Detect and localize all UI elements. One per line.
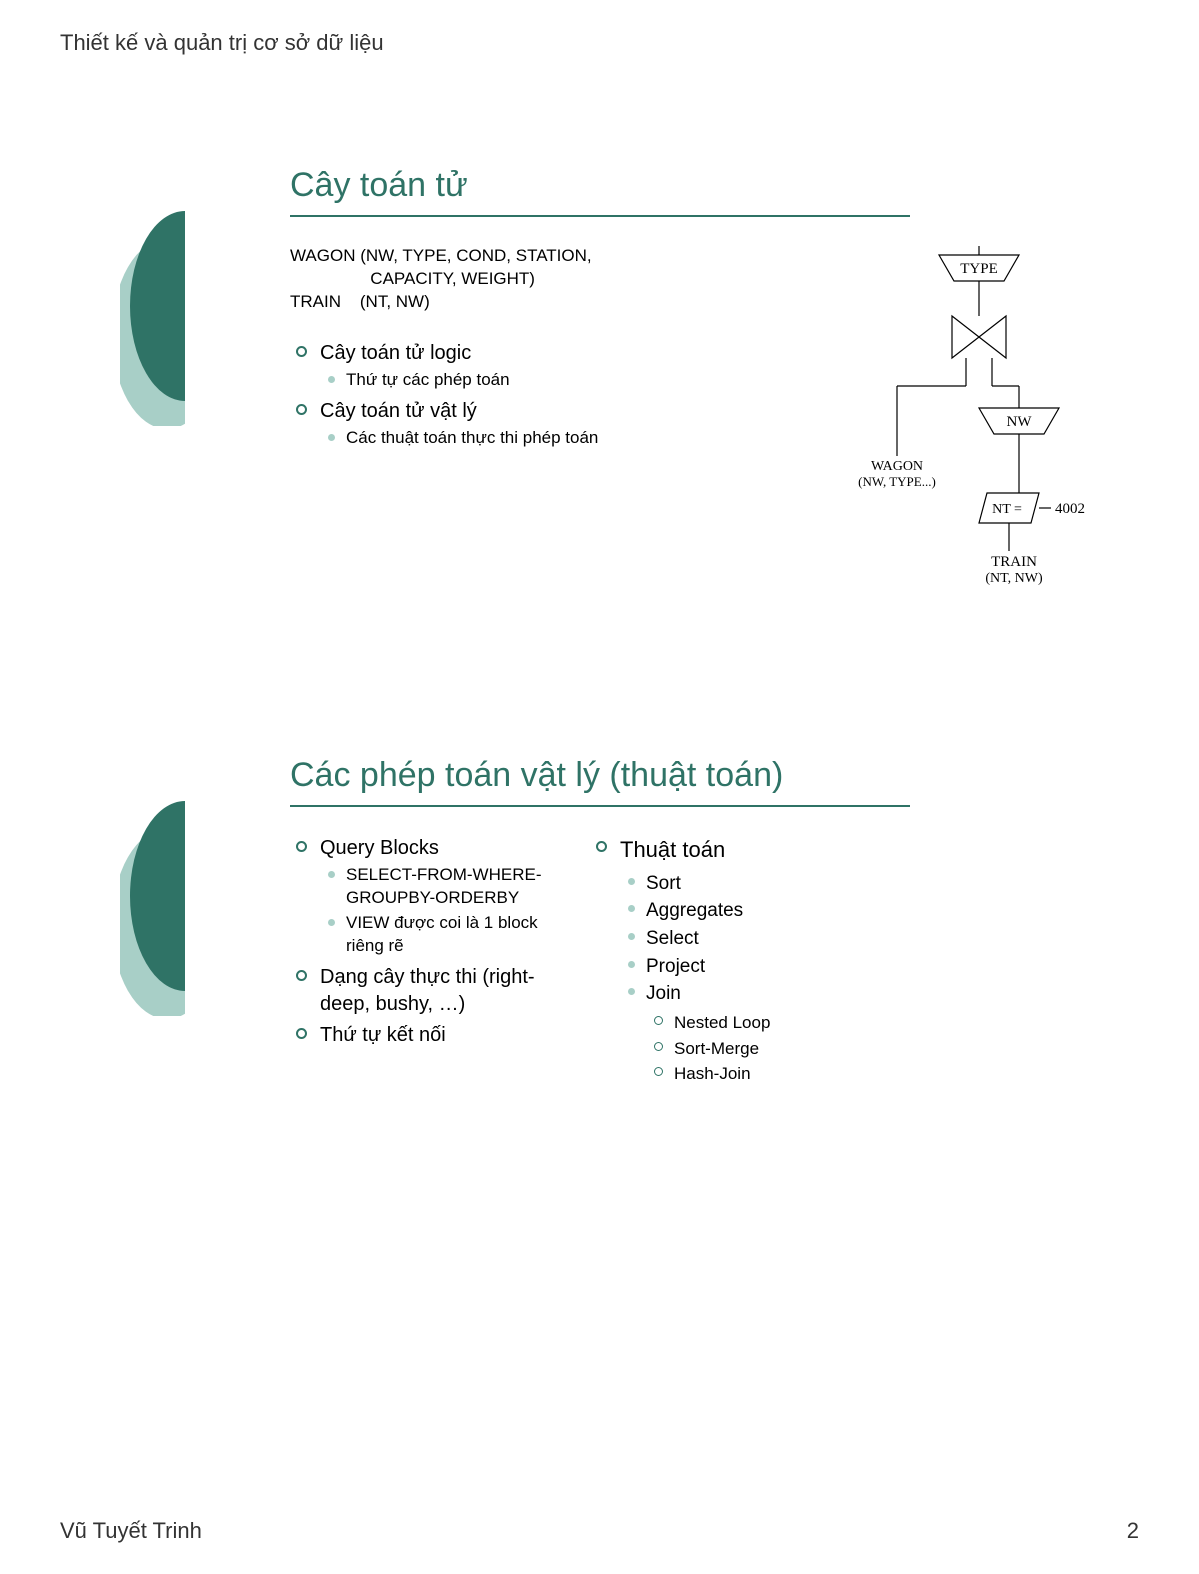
list-subitem-label: Join <box>646 983 681 1004</box>
list-subsubitem: Hash-Join <box>650 1062 1139 1086</box>
page: Thiết kế và quản trị cơ sở dữ liệu Cây t… <box>0 0 1199 1574</box>
diagram-label-train-2: (NT, NW) <box>985 571 1043 586</box>
list-subitem: SELECT-FROM-WHERE-GROUPBY-ORDERBY <box>320 864 550 910</box>
list-subitem: Sort <box>620 871 1139 897</box>
slide-1-list: Cây toán tử logic Thứ tự các phép toán C… <box>290 340 630 450</box>
diagram-label-val: 4002 <box>1055 501 1085 517</box>
list-subsubitem: Nested Loop <box>650 1011 1139 1035</box>
diagram-label-train-1: TRAIN <box>991 554 1037 570</box>
slide-1-title: Cây toán tử <box>290 166 1139 205</box>
left-column: Query Blocks SELECT-FROM-WHERE-GROUPBY-O… <box>290 835 550 1092</box>
list-item: Thuật toán Sort Aggregates Select Projec… <box>590 835 1139 1086</box>
list-item-label: Query Blocks <box>320 837 439 859</box>
list-item: Query Blocks SELECT-FROM-WHERE-GROUPBY-O… <box>290 835 550 958</box>
list-item: Dạng cây thực thi (right-deep, bushy, …) <box>290 964 550 1018</box>
footer-page-number: 2 <box>1127 1518 1139 1544</box>
list-subitem: Các thuật toán thực thi phép toán <box>320 427 630 450</box>
document-header: Thiết kế và quản trị cơ sở dữ liệu <box>60 30 1139 56</box>
list-item: Cây toán tử logic Thứ tự các phép toán <box>290 340 630 392</box>
two-column-layout: Query Blocks SELECT-FROM-WHERE-GROUPBY-O… <box>290 835 1139 1092</box>
list-item: Cây toán tử vật lý Các thuật toán thực t… <box>290 398 630 450</box>
slide-1: Cây toán tử WAGON (NW, TYPE, COND, STATI… <box>120 166 1139 596</box>
list-subitem: Thứ tự các phép toán <box>320 369 630 392</box>
list-item-label: Thuật toán <box>620 837 725 862</box>
list-item-label: Cây toán tử logic <box>320 342 471 364</box>
half-ellipse-graphic <box>120 796 250 1016</box>
list-subitem: Select <box>620 926 1139 952</box>
right-column: Thuật toán Sort Aggregates Select Projec… <box>590 835 1139 1092</box>
list-item-label: Thứ tự kết nối <box>320 1024 446 1046</box>
list-item-label: Dạng cây thực thi (right-deep, bushy, …) <box>320 966 535 1015</box>
list-subitem: VIEW được coi là 1 block riêng rẽ <box>320 912 550 958</box>
list-item-label: Cây toán tử vật lý <box>320 400 477 422</box>
diagram-label-wagon-2: (NW, TYPE...) <box>858 474 936 489</box>
diagram-label-wagon-1: WAGON <box>871 459 923 474</box>
slide-2-title: Các phép toán vật lý (thuật toán) <box>290 756 1139 795</box>
list-item: Thứ tự kết nối <box>290 1022 550 1049</box>
footer-author: Vũ Tuyết Trinh <box>60 1518 202 1544</box>
slide-2: Các phép toán vật lý (thuật toán) Query … <box>120 756 1139 1186</box>
list-subsubitem: Sort-Merge <box>650 1037 1139 1061</box>
slide-1-rule <box>290 215 910 217</box>
slide-1-body: Cây toán tử WAGON (NW, TYPE, COND, STATI… <box>290 166 1139 450</box>
diagram-label-filter: NT = <box>992 502 1022 517</box>
slide-2-body: Các phép toán vật lý (thuật toán) Query … <box>290 756 1139 1092</box>
operator-tree-diagram: TYPE NW <box>829 246 1099 646</box>
list-subitem: Aggregates <box>620 898 1139 924</box>
diagram-label-type: TYPE <box>960 261 998 277</box>
list-subitem: Project <box>620 954 1139 980</box>
half-ellipse-graphic <box>120 206 250 426</box>
list-subitem: Join Nested Loop Sort-Merge Hash-Join <box>620 981 1139 1086</box>
diagram-label-nw: NW <box>1007 414 1033 430</box>
slide-2-rule <box>290 805 910 807</box>
